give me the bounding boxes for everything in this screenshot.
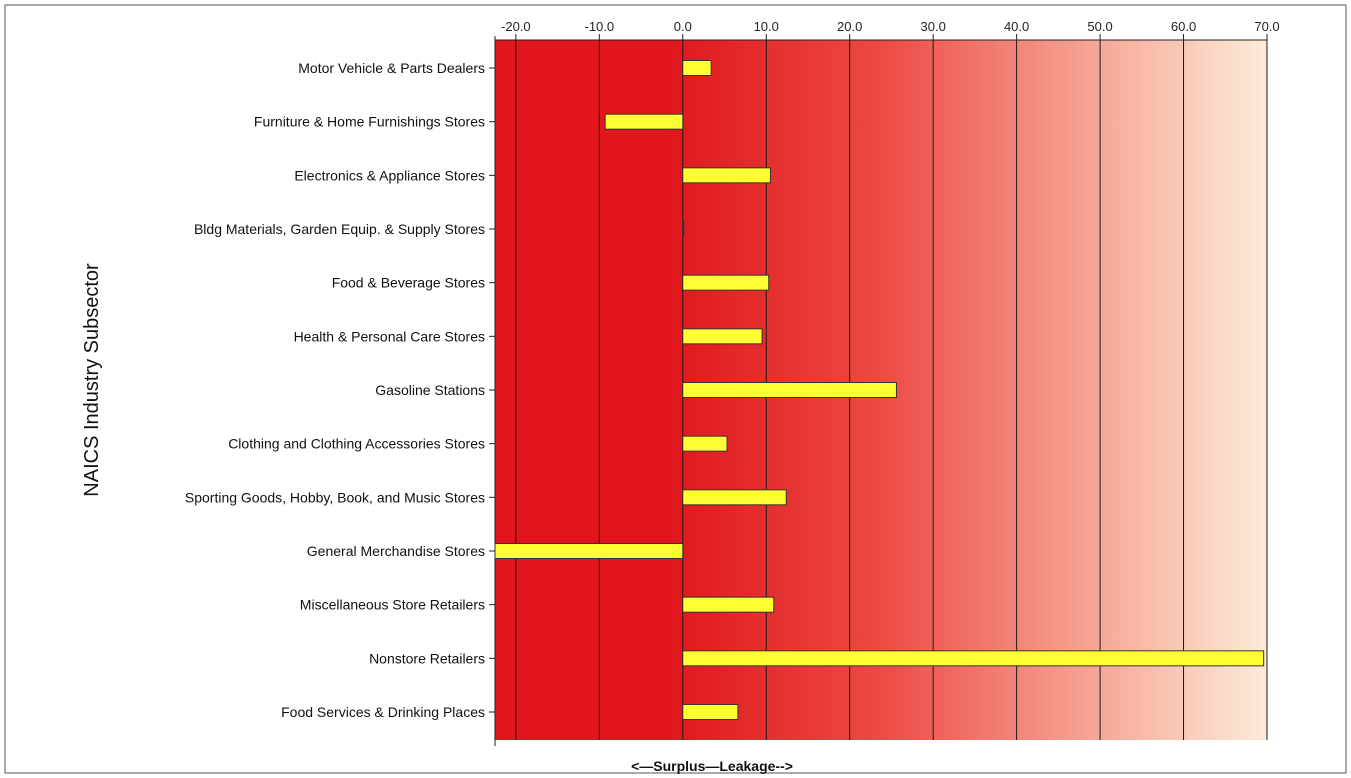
x-tick-label: 60.0 <box>1171 19 1196 34</box>
category-label: Motor Vehicle & Parts Dealers <box>298 60 485 76</box>
category-label: Bldg Materials, Garden Equip. & Supply S… <box>194 221 485 237</box>
bar <box>682 60 712 76</box>
bar <box>682 435 728 452</box>
bar <box>682 704 739 720</box>
category-label: Clothing and Clothing Accessories Stores <box>228 436 485 452</box>
bar <box>682 382 897 398</box>
bar <box>682 489 787 506</box>
x-tick-label: -20.0 <box>501 19 531 34</box>
category-labels: Motor Vehicle & Parts Dealers Furniture &… <box>185 60 485 720</box>
category-label: Nonstore Retailers <box>369 650 485 666</box>
bar <box>494 543 684 559</box>
x-axis-title: <—Surplus—Leakage--> <box>631 758 793 774</box>
bar <box>682 167 771 184</box>
bar <box>682 650 1265 667</box>
category-label: Health & Personal Care Stores <box>294 328 485 344</box>
x-tick-label: 50.0 <box>1087 19 1112 34</box>
bar <box>682 274 770 291</box>
category-label: Furniture & Home Furnishings Stores <box>254 114 485 130</box>
x-tick-label: 70.0 <box>1254 19 1279 34</box>
category-label: Electronics & Appliance Stores <box>294 167 485 183</box>
category-label: Food & Beverage Stores <box>332 275 485 291</box>
bar <box>604 113 684 130</box>
bar <box>682 596 775 613</box>
category-label: Miscellaneous Store Retailers <box>300 597 485 613</box>
category-label: Food Services & Drinking Places <box>281 704 485 720</box>
category-label: General Merchandise Stores <box>307 543 485 559</box>
x-tick-label: 30.0 <box>921 19 946 34</box>
category-label: Sporting Goods, Hobby, Book, and Music S… <box>185 489 485 505</box>
axes: -20.0 -10.0 0.0 10.0 20.0 30.0 40.0 50.0 60.0 70.… <box>489 19 1280 746</box>
x-tick-label: 20.0 <box>837 19 862 34</box>
bars <box>494 60 1265 720</box>
x-tick-label: 10.0 <box>754 19 779 34</box>
category-label: Gasoline Stations <box>375 382 485 398</box>
x-tick-label: 0.0 <box>674 19 692 34</box>
x-tick-label: 40.0 <box>1004 19 1029 34</box>
bar <box>682 221 685 237</box>
bar <box>682 328 763 345</box>
y-axis-title: NAICS Industry Subsector <box>81 263 103 497</box>
x-tick-label: -10.0 <box>585 19 615 34</box>
